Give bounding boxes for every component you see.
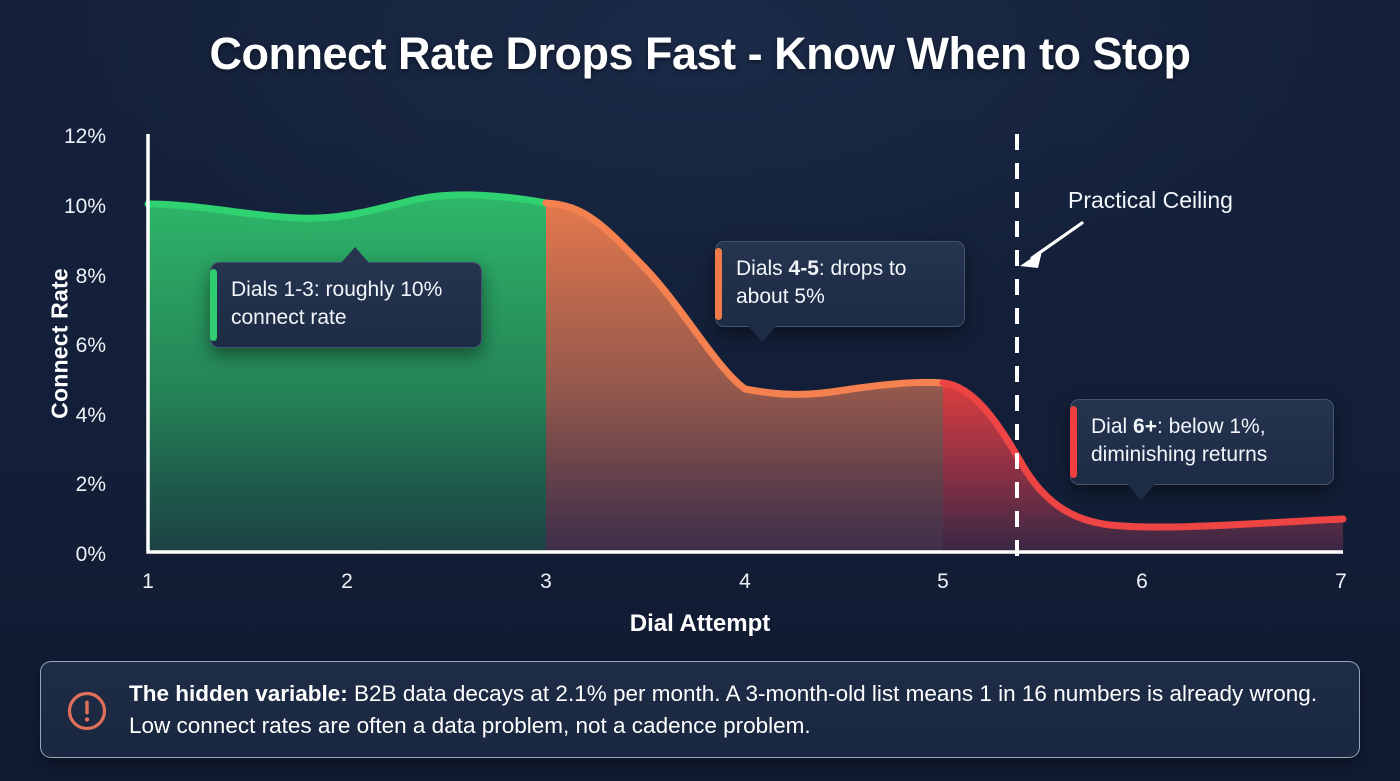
x-tick-7: 7 — [1335, 570, 1347, 593]
callout-tail-down-icon — [1127, 483, 1155, 500]
area-fill-red — [943, 383, 1343, 552]
x-tick-2: 2 — [341, 570, 353, 593]
y-tick-2: 2% — [75, 473, 106, 496]
practical-ceiling-label: Practical Ceiling — [1068, 187, 1233, 213]
footnote-body: B2B data decays at 2.1% per month. A 3-m… — [129, 680, 1318, 738]
callout-2-bold: 4-5 — [788, 257, 819, 280]
x-tick-5: 5 — [937, 570, 949, 593]
callout-3-lead: Dial — [1091, 415, 1134, 438]
curve-segment-orange — [542, 199, 947, 398]
ceiling-arrow-icon — [1020, 221, 1084, 268]
callout-tail-down-icon — [748, 325, 776, 342]
area-fill-orange — [546, 203, 943, 552]
callout-dials-4-5[interactable]: Dials 4-5: drops to about 5% — [715, 241, 965, 342]
y-tick-6: 6% — [75, 334, 106, 357]
y-tick-10: 10% — [63, 195, 106, 218]
footnote-text: The hidden variable: B2B data decays at … — [129, 678, 1333, 742]
y-tick-8: 8% — [75, 265, 106, 288]
callout-3-bold: 6+ — [1133, 415, 1157, 438]
x-tick-1: 1 — [142, 570, 154, 593]
curve-segment-green — [144, 191, 550, 222]
footnote-banner: The hidden variable: B2B data decays at … — [40, 661, 1360, 758]
x-axis-title: Dial Attempt — [629, 610, 771, 637]
alert-circle-icon — [67, 691, 107, 730]
axis-lines — [146, 134, 1343, 554]
x-tick-3: 3 — [540, 570, 552, 593]
callout-accent-red — [1070, 406, 1077, 478]
page-title: Connect Rate Drops Fast - Know When to S… — [209, 28, 1191, 79]
callout-2-lead: Dials — [736, 257, 789, 280]
y-tick-0: 0% — [75, 543, 106, 566]
callout-accent-orange — [715, 248, 722, 320]
callout-1-text: Dials 1-3: roughly 10% connect rate — [231, 278, 443, 330]
footnote-bold: The hidden variable: — [129, 680, 348, 706]
callout-accent-green — [210, 269, 217, 341]
y-tick-12: 12% — [63, 125, 106, 148]
callout-dial-6-plus[interactable]: Dial 6+: below 1%, diminishing returns — [1070, 399, 1334, 500]
callout-tail-up-icon — [341, 247, 369, 263]
callout-2-rest: : drops to about 5% — [736, 257, 907, 309]
callout-3-rest: : below 1%, diminishing returns — [1091, 415, 1268, 467]
curve-segment-red — [939, 379, 1347, 531]
y-axis-title: Connect Rate — [46, 268, 73, 419]
x-tick-6: 6 — [1136, 570, 1148, 593]
callout-dials-1-3[interactable]: Dials 1-3: roughly 10% connect rate — [210, 247, 482, 348]
y-tick-4: 4% — [75, 404, 106, 427]
x-tick-4: 4 — [739, 570, 751, 593]
